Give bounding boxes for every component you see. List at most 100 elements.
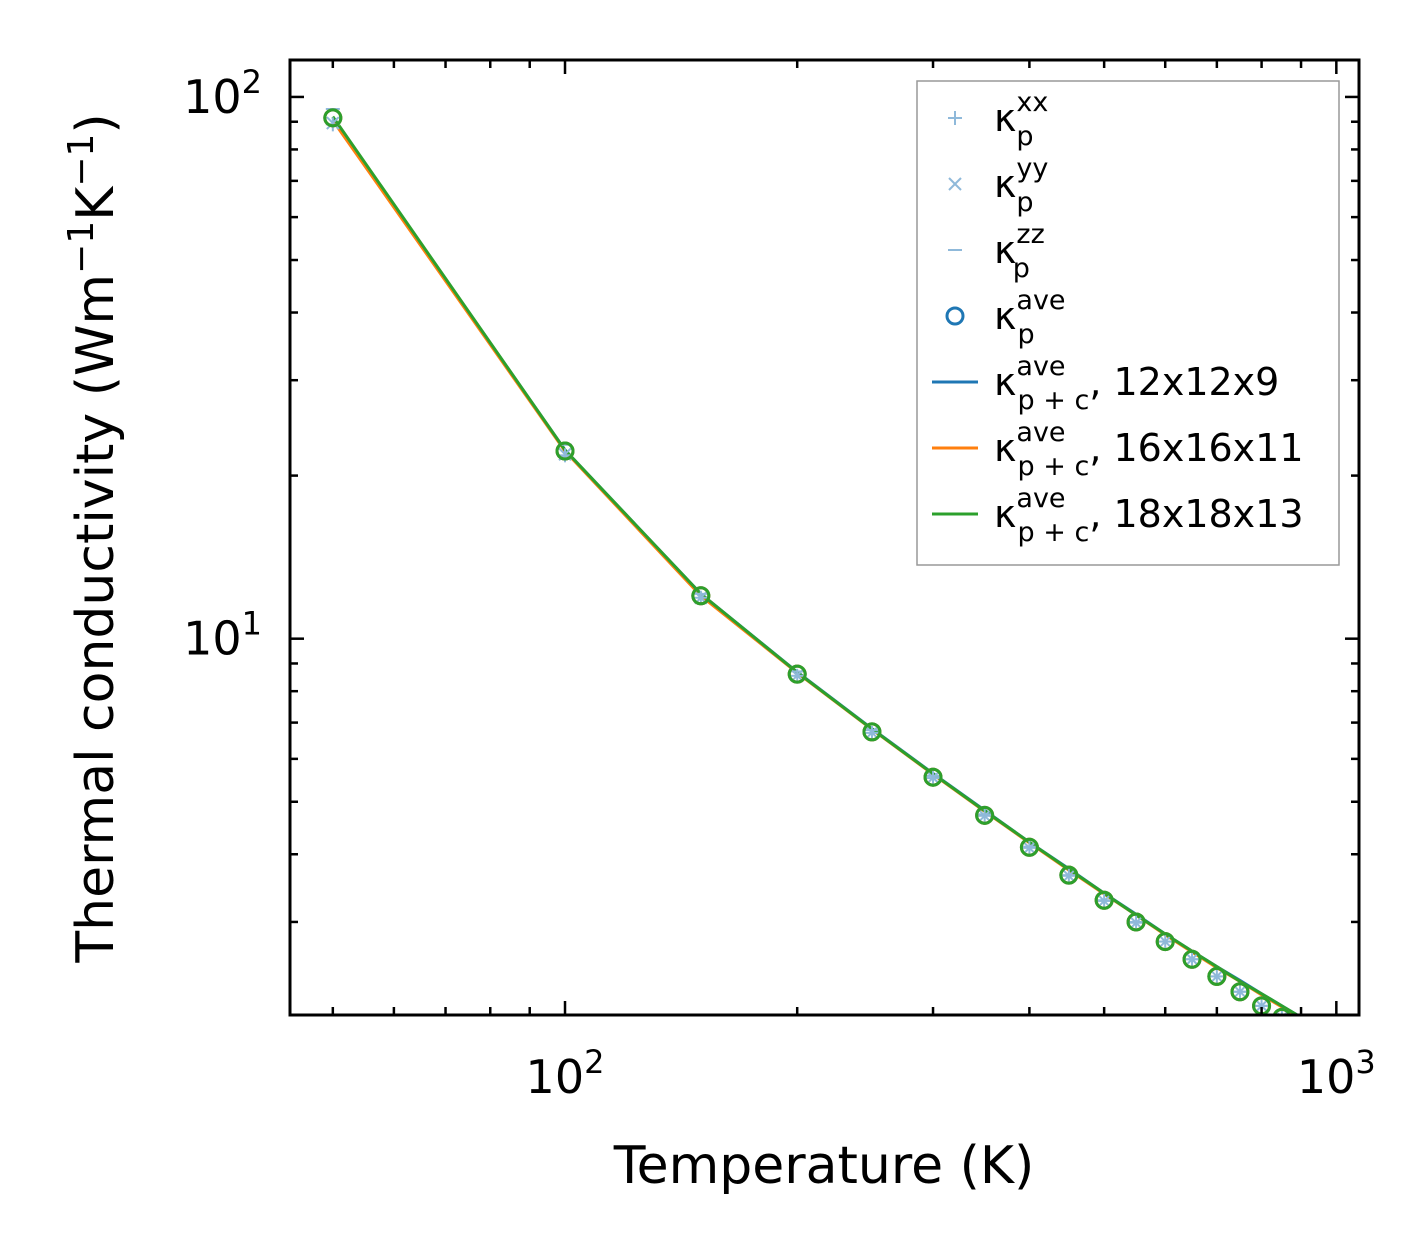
legend-entry-4-part-1: ave <box>1016 351 1065 382</box>
data-point-4-17 <box>1293 1023 1309 1039</box>
data-point-5-8 <box>1059 865 1079 885</box>
data-point-5-1 <box>555 441 575 461</box>
legend-entry-5-part-1: ave <box>1016 417 1065 448</box>
y-label-sup2: −1 <box>61 134 102 187</box>
data-point-5-14 <box>1230 982 1250 1002</box>
legend-entry-1-part-2: p <box>1016 187 1033 218</box>
data-point-5-13 <box>1207 966 1227 986</box>
legend-entry-2: κzz p <box>948 219 1045 284</box>
y-tick-label-1-exp: 1 <box>242 605 262 643</box>
data-point-5-9 <box>1094 890 1114 910</box>
data-point-5-4 <box>862 722 882 742</box>
series-markers-2 <box>325 108 1269 1007</box>
data-point-5-12 <box>1182 949 1202 969</box>
data-point-3-18 <box>1311 1033 1327 1049</box>
data-point-5-6 <box>975 805 995 825</box>
data-point-5-7 <box>1019 837 1039 857</box>
legend-entry-0-part-2: p <box>1016 121 1033 152</box>
legend-entry-1: κyy p <box>948 153 1048 218</box>
legend-entry-5: κave p + c, 16x16x11 <box>932 417 1304 482</box>
data-point-1-0-d2 <box>326 116 340 130</box>
legend-entry-6-part-3: , 18x18x13 <box>1089 492 1303 536</box>
data-point-1-18-d1 <box>1313 1035 1325 1047</box>
legend-entry-5-part-2: p + c <box>1018 451 1090 482</box>
legend-entry-6-part-0: κ <box>994 492 1016 536</box>
y-label-main: Thermal conductivity (Wm <box>66 274 126 964</box>
legend-entry-1-marker-d2 <box>948 177 962 191</box>
legend-entry-3-part-2: p <box>1018 319 1035 350</box>
x-tick-label-3: 103 <box>1297 1043 1376 1104</box>
data-point-1-18-d2 <box>1313 1035 1325 1047</box>
data-point-5-18 <box>1311 1033 1327 1049</box>
data-point-5-17 <box>1293 1023 1309 1039</box>
legend-entry-5-part-0: κ <box>994 426 1016 470</box>
legend-entry-3-marker <box>945 306 965 326</box>
x-tick-label-2-exp: 2 <box>584 1043 604 1081</box>
legend-entry-1-label: κyy p <box>994 153 1048 218</box>
series-line-8 <box>331 115 1301 1015</box>
data-point-1-4-d2 <box>865 725 879 740</box>
legend-entry-3-part-0: κ <box>994 294 1016 338</box>
legend-entry-5-part-3: , 16x16x11 <box>1089 426 1303 470</box>
y-label-mid: K <box>66 185 126 221</box>
legend-entry-4: κave p + c, 12x12x9 <box>932 351 1279 416</box>
legend-box <box>916 80 1340 566</box>
data-point-1-16-d1 <box>1275 1010 1281 1015</box>
data-point-1-5-d2 <box>926 770 940 785</box>
data-point-3-17 <box>1293 1023 1309 1039</box>
data-point-5-3 <box>787 664 807 684</box>
legend-entry-3-part-1: ave <box>1016 285 1065 316</box>
legend-entry-0-part-1: xx <box>1016 87 1048 118</box>
data-point-5-5 <box>923 767 943 787</box>
data-point-1-7-d2 <box>1022 841 1037 855</box>
legend-entry-2-part-1: zz <box>1016 219 1044 250</box>
axes-frame <box>288 58 1361 1017</box>
legend-entry-6-part-2: p + c <box>1018 517 1090 548</box>
legend-entry-6-part-1: ave <box>1016 483 1065 514</box>
data-point-4-18 <box>1311 1033 1327 1049</box>
legend-entry-0: κxx p <box>948 87 1048 152</box>
legend-entry-2-part-2: p <box>1013 253 1030 284</box>
data-point-5-2 <box>691 586 711 606</box>
y-tick-label-2: 102 <box>183 63 262 124</box>
legend-entry-4-label: κave p + c, 12x12x9 <box>994 351 1279 416</box>
x-tick-label-3-base: 10 <box>1297 1050 1356 1104</box>
data-point-5-0 <box>323 108 343 128</box>
data-point-1-17-d1 <box>1295 1025 1307 1037</box>
data-point-5-16 <box>1272 1007 1292 1015</box>
legend-entry-3: κave p <box>945 285 1066 350</box>
x-tick-label-2-base: 10 <box>526 1050 585 1104</box>
data-point-5-10 <box>1126 912 1146 932</box>
legend-entry-2-label: κzz p <box>994 219 1045 284</box>
data-point-1-16-d2 <box>1282 1010 1289 1015</box>
y-tick-label-1: 101 <box>183 605 262 666</box>
data-point-1-17-d2 <box>1295 1025 1307 1037</box>
legend-entry-3-label: κave p <box>994 285 1066 350</box>
x-tick-label-2: 102 <box>526 1043 605 1104</box>
y-label-end: ) <box>66 113 126 133</box>
legend-entry-4-part-2: p + c <box>1018 385 1090 416</box>
legend-entry-1-part-0: κ <box>994 162 1016 206</box>
data-point-5-11 <box>1155 932 1175 952</box>
legend-entry-6-label: κave p + c, 18x18x13 <box>994 483 1304 548</box>
y-label-sup1: −1 <box>61 221 102 274</box>
legend-entry-0-label: κxx p <box>994 87 1048 152</box>
y-axis-label: Thermal conductivity (Wm−1K−1) <box>61 113 126 963</box>
legend-entry-4-part-0: κ <box>994 360 1016 404</box>
y-tick-label-2-base: 10 <box>183 70 242 124</box>
data-point-1-6-d2 <box>977 809 992 823</box>
legend-entry-6: κave p + c, 18x18x13 <box>932 483 1304 548</box>
x-axis-label: Temperature (K) <box>613 1136 1035 1196</box>
legend-entry-4-part-3: , 12x12x9 <box>1089 360 1279 404</box>
legend-entry-1-part-1: yy <box>1016 153 1048 184</box>
x-tick-label-3-exp: 3 <box>1355 1043 1375 1081</box>
legend-entry-0-part-0: κ <box>994 96 1016 140</box>
y-tick-label-1-base: 10 <box>183 612 242 666</box>
y-tick-label-2-exp: 2 <box>242 63 262 101</box>
legend-entry-5-label: κave p + c, 16x16x11 <box>994 417 1304 482</box>
series-markers-1 <box>326 116 1325 1047</box>
legend-entry-2-part-0: κ <box>994 228 1016 272</box>
